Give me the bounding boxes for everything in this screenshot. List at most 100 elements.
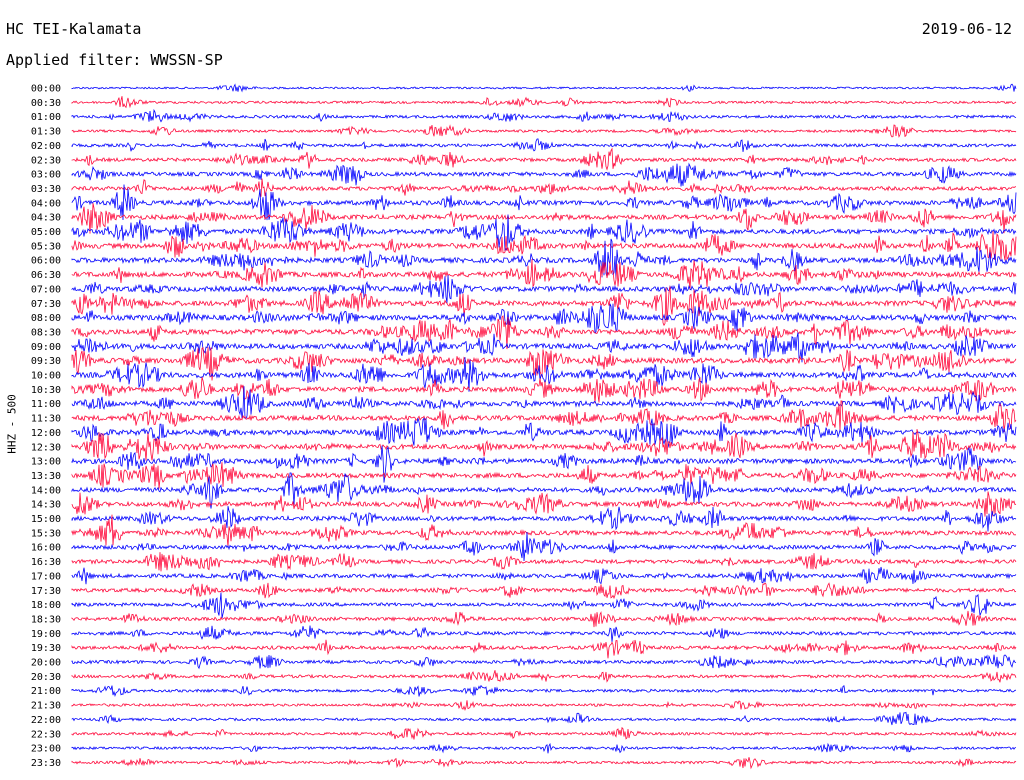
trace-line [71, 592, 1017, 619]
time-label: 13:30 [31, 471, 61, 482]
trace-line [71, 357, 1017, 392]
station-title: HC TEI-Kalamata [6, 20, 142, 38]
trace-line [71, 654, 1017, 670]
time-label: 06:00 [31, 256, 61, 267]
time-label: 08:00 [31, 313, 61, 324]
time-label: 09:00 [31, 342, 61, 353]
trace-line [71, 108, 1017, 123]
trace-line [71, 124, 1017, 138]
trace-line [71, 238, 1017, 279]
trace-line [71, 386, 1017, 419]
time-label: 15:30 [31, 528, 61, 539]
time-label: 03:30 [31, 184, 61, 195]
time-label: 05:30 [31, 241, 61, 252]
trace-line [71, 147, 1017, 171]
trace-line [71, 332, 1017, 363]
trace-line [71, 214, 1017, 252]
trace-line [71, 347, 1017, 381]
trace-line [71, 286, 1017, 327]
filter-prefix: Applied filter: [6, 51, 142, 69]
trace-line [71, 400, 1017, 432]
trace-line [71, 83, 1017, 93]
trace-line [71, 429, 1017, 461]
time-label: 10:00 [31, 371, 61, 382]
time-label: 04:30 [31, 213, 61, 224]
trace-line [71, 315, 1017, 350]
time-label: 06:30 [31, 270, 61, 281]
trace-line [71, 582, 1017, 600]
trace-line [71, 625, 1017, 642]
time-label: 14:00 [31, 485, 61, 496]
trace-line [71, 531, 1017, 562]
trace-line [71, 303, 1017, 334]
time-label: 12:30 [31, 442, 61, 453]
time-label: 01:30 [31, 127, 61, 138]
trace-line [71, 491, 1017, 517]
trace-line [71, 259, 1017, 290]
trace-line [71, 514, 1016, 548]
time-label: 22:30 [31, 729, 61, 740]
time-label: 16:00 [31, 543, 61, 554]
time-label: 04:00 [31, 198, 61, 209]
trace-line [71, 376, 1017, 404]
trace-line [71, 445, 1017, 483]
time-label: 00:00 [31, 84, 61, 95]
time-label: 22:00 [31, 715, 61, 726]
time-label: 21:30 [31, 701, 61, 712]
time-label: 18:30 [31, 614, 61, 625]
trace-line [71, 462, 1017, 489]
time-label: 17:00 [31, 571, 61, 582]
filter-line: Applied filter: WWSSN-SP [6, 51, 223, 69]
time-label: 00:30 [31, 98, 61, 109]
trace-line [71, 639, 1017, 659]
time-label: 03:00 [31, 170, 61, 181]
trace-line [71, 203, 1017, 234]
trace-line [71, 742, 1017, 754]
time-label: 20:00 [31, 658, 61, 669]
trace-line [71, 231, 1017, 261]
trace-line [71, 138, 1017, 152]
trace-line [71, 472, 1017, 509]
time-label: 02:00 [31, 141, 61, 152]
time-label: 17:30 [31, 586, 61, 597]
trace-line [71, 610, 1017, 628]
filter-name: WWSSN-SP [150, 51, 223, 69]
time-label: 07:30 [31, 299, 61, 310]
trace-line [71, 417, 1017, 448]
trace-line [71, 670, 1017, 683]
time-label: 10:30 [31, 385, 61, 396]
trace-line [71, 552, 1017, 572]
time-label: 21:00 [31, 686, 61, 697]
time-label: 15:00 [31, 514, 61, 525]
time-label: 09:30 [31, 356, 61, 367]
trace-line [71, 506, 1017, 532]
date-label: 2019-06-12 [921, 20, 1012, 38]
time-label: 11:00 [31, 399, 61, 410]
time-label: 07:00 [31, 284, 61, 295]
time-label: 20:30 [31, 672, 61, 683]
time-label: 23:30 [31, 758, 61, 769]
time-label: 18:00 [31, 600, 61, 611]
time-label: 16:30 [31, 557, 61, 568]
time-label: 08:30 [31, 327, 61, 338]
time-label: 01:00 [31, 112, 61, 123]
time-label: 02:30 [31, 155, 61, 166]
time-label: 19:00 [31, 629, 61, 640]
channel-label: HHZ - 500 [5, 394, 19, 454]
time-label: 13:00 [31, 457, 61, 468]
time-label: 05:00 [31, 227, 61, 238]
trace-line [71, 757, 1017, 770]
trace-line [71, 275, 1017, 303]
trace-line [71, 178, 1017, 197]
trace-line [71, 162, 1017, 187]
time-label: 23:00 [31, 744, 61, 755]
trace-line [71, 96, 1017, 109]
time-label: 12:00 [31, 428, 61, 439]
time-label: 11:30 [31, 414, 61, 425]
time-label: 19:30 [31, 643, 61, 654]
trace-line [71, 684, 1017, 697]
trace-line [71, 711, 1017, 726]
time-label: 14:30 [31, 500, 61, 511]
trace-line [71, 184, 1017, 221]
